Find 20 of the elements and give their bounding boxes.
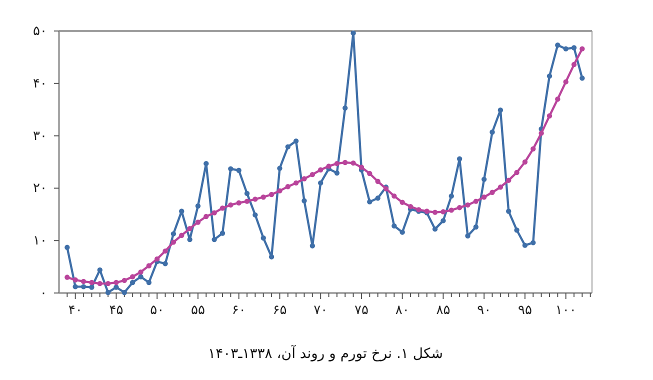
x-tick-label: ۶۵: [272, 303, 287, 318]
y-tick-label: ۱۰: [33, 234, 47, 249]
x-tick-label: ۹۵: [518, 303, 532, 318]
x-tick-label: ۸۰: [395, 303, 410, 318]
x-tick-label: ۱۰۰: [555, 303, 576, 318]
x-tick-label: ۵۵: [190, 303, 205, 318]
x-tick-label: ۴۰: [68, 303, 82, 318]
text: شکل ۱. نرخ تورم و روند آن، ۱۳۳۸ـ۱۴۰۳: [208, 344, 443, 362]
y-tick-label: ۵۰: [33, 24, 47, 39]
x-tick-label: ۷۵: [354, 303, 368, 318]
x-tick-label: ۴۵: [109, 303, 124, 318]
x-tick-label: ۸۵: [436, 303, 450, 318]
y-tick-label: ۳۰: [33, 128, 47, 144]
x-tick-label: ۹۰: [477, 303, 492, 318]
y-tick-label: ۲۰: [33, 181, 47, 196]
x-tick-label: ۶۰: [232, 303, 246, 318]
y-tick-label: ۴۰: [33, 76, 47, 92]
x-tick-label: ۵۰: [150, 303, 164, 318]
x-tick-label: ۷۰: [314, 303, 328, 318]
y-tick-label: ۰: [40, 286, 47, 301]
